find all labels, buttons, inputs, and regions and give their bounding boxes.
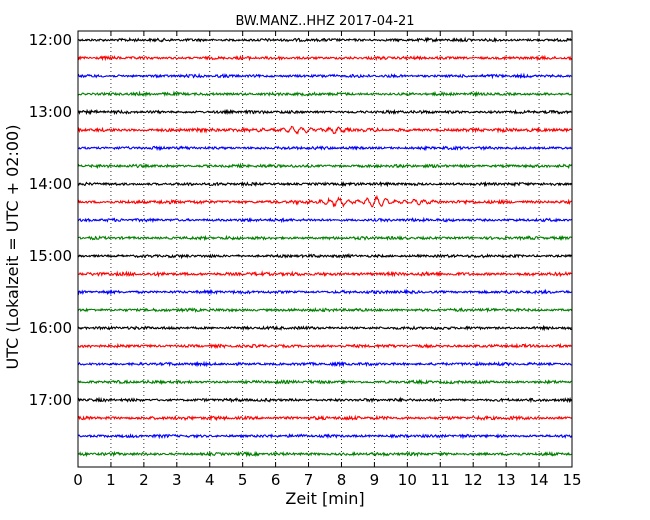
x-tick-label-10: 10 [398,471,417,489]
trace-1530 [77,288,572,296]
trace-1730 [77,432,572,440]
grid-lines [110,31,540,467]
y-tick-label-5: 17:00 [29,391,72,409]
trace-1215 [77,54,572,62]
trace-1515 [77,270,572,278]
x-axis-ticks: 0 1 2 3 4 5 6 7 8 9 10 11 12 13 14 15 [73,31,582,489]
x-tick-label-3: 3 [172,471,182,489]
trace-1345 [77,162,572,170]
trace-1200 [77,36,572,44]
y-axis-label: UTC (Lokalzeit = UTC + 02:00) [3,125,22,370]
trace-1615 [77,342,572,350]
y-tick-label-0: 12:00 [29,31,72,49]
x-tick-label-8: 8 [337,471,347,489]
x-tick-label-14: 14 [530,471,549,489]
trace-1245 [77,90,572,98]
chart-title: BW.MANZ..HHZ 2017-04-21 [235,14,414,29]
x-tick-label-15: 15 [562,471,581,489]
x-tick-label-1: 1 [106,471,116,489]
trace-1400 [77,180,572,188]
trace-1715 [77,414,572,422]
trace-1315 [77,125,572,135]
x-tick-label-4: 4 [205,471,215,489]
x-tick-label-0: 0 [73,471,83,489]
trace-1230 [77,72,572,80]
trace-1545 [77,307,572,314]
x-tick-label-11: 11 [431,471,450,489]
x-tick-label-5: 5 [238,471,248,489]
trace-1700 [77,396,573,404]
x-tick-label-9: 9 [370,471,380,489]
plot-frame [77,30,573,468]
y-tick-label-4: 16:00 [29,319,72,337]
x-tick-label-12: 12 [464,471,483,489]
y-tick-label-3: 15:00 [29,247,72,265]
y-tick-label-1: 13:00 [29,103,72,121]
trace-1330 [77,145,572,152]
x-tick-label-13: 13 [497,471,516,489]
x-tick-label-6: 6 [271,471,281,489]
trace-1300 [77,108,572,116]
trace-1645 [77,378,572,386]
trace-1445 [77,234,572,242]
x-axis-label: Zeit [min] [285,489,364,508]
trace-1415 [77,194,572,208]
x-tick-label-7: 7 [304,471,314,489]
trace-1500 [77,252,572,260]
trace-1630 [77,360,572,368]
trace-1600 [77,324,572,332]
seismic-traces [77,36,573,458]
y-axis-ticks: 12:00 13:00 14:00 15:00 16:00 17:00 [29,31,572,409]
trace-1430 [77,216,572,224]
y-tick-label-2: 14:00 [29,175,72,193]
x-tick-label-2: 2 [139,471,149,489]
trace-1745 [77,450,572,458]
